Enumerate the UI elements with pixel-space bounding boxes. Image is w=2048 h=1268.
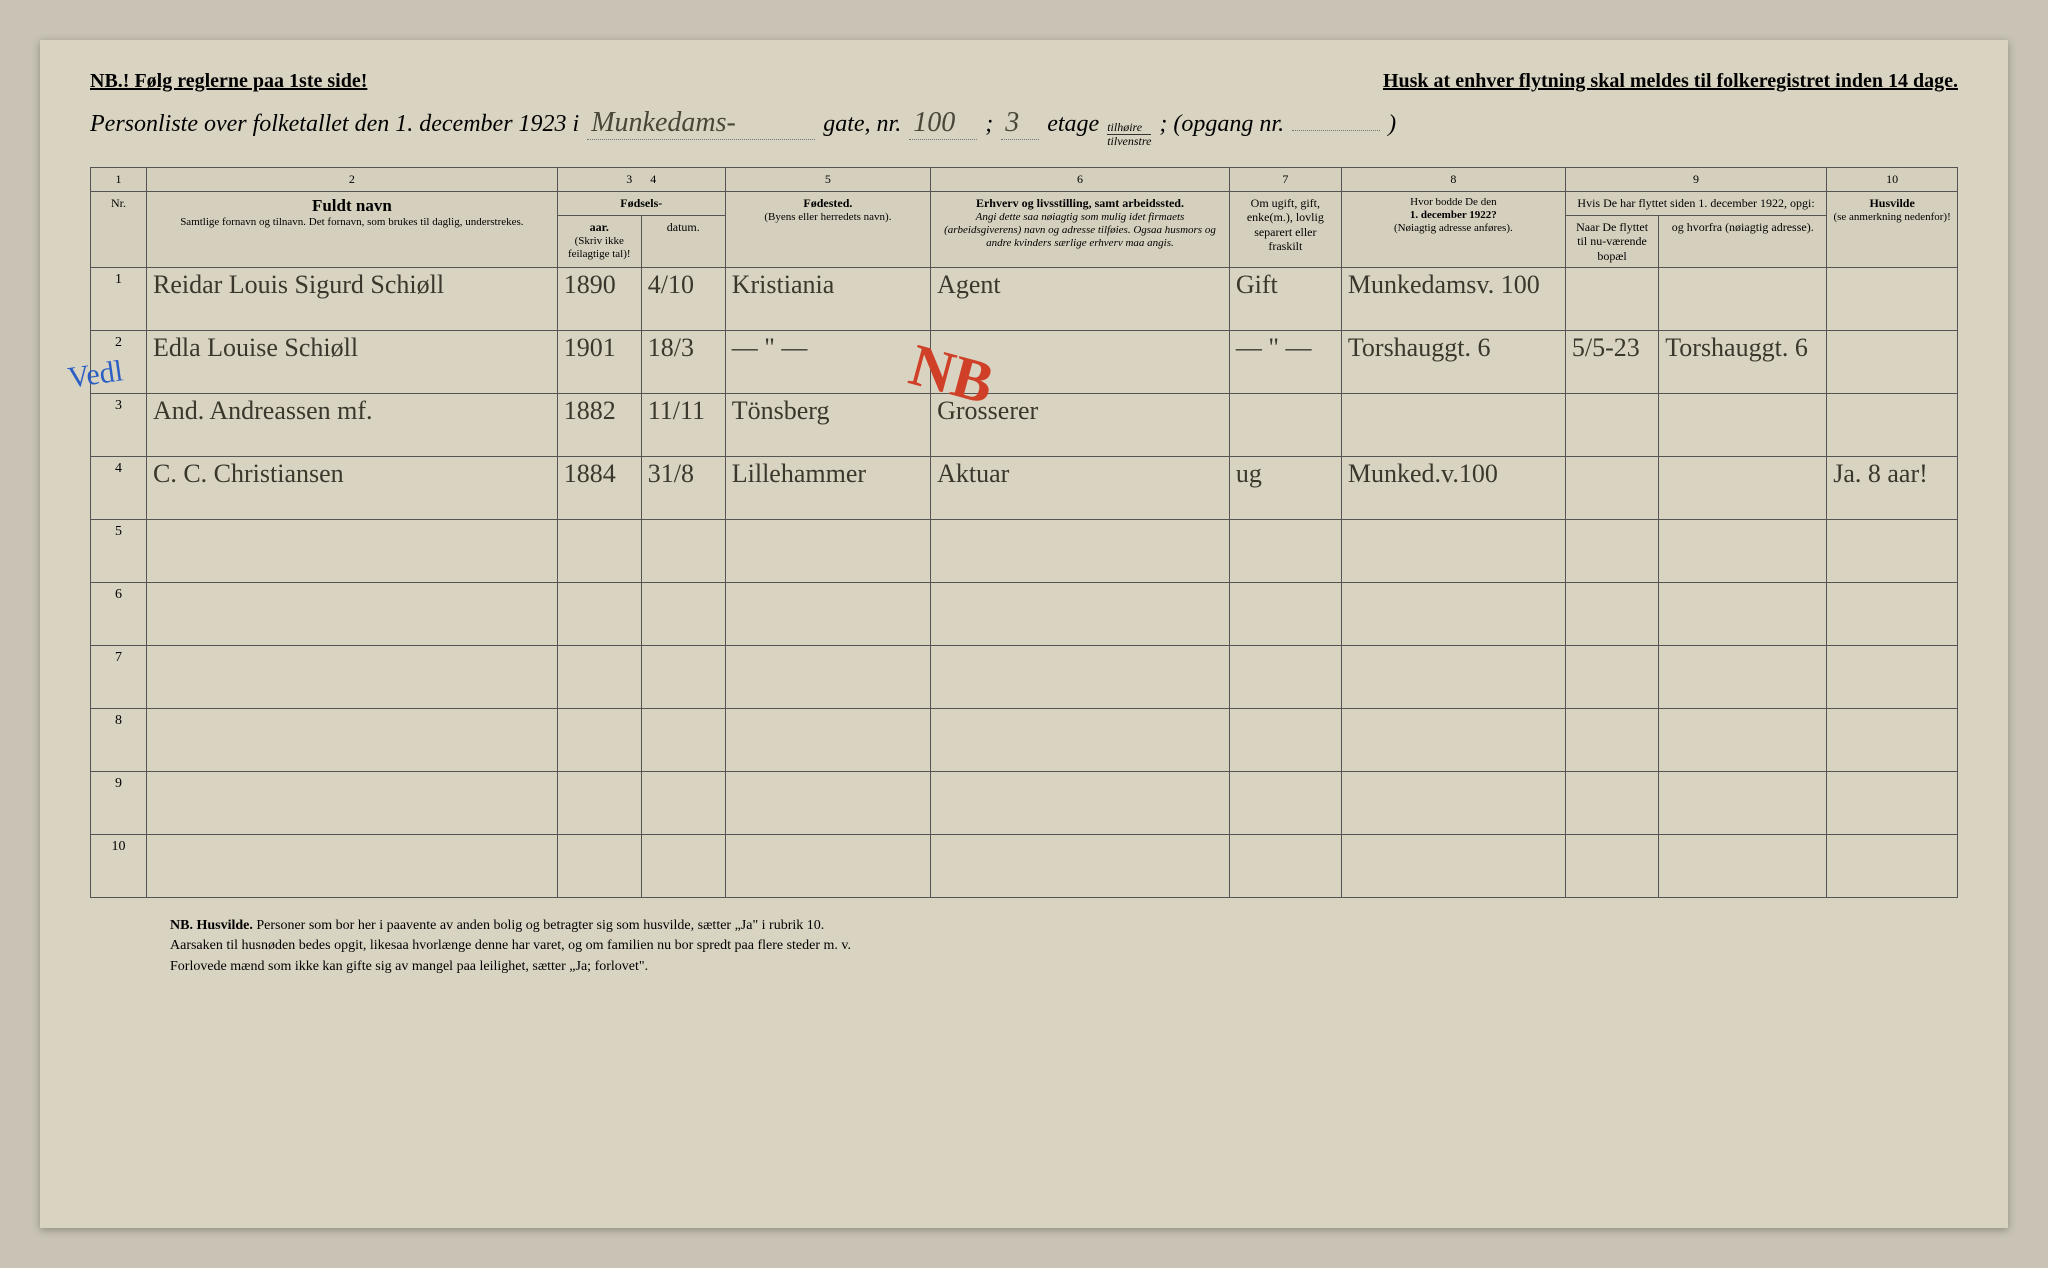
- col-flyttet: Hvis De har flyttet siden 1. december 19…: [1565, 192, 1826, 216]
- col-erhverv: Erhverv og livsstilling, samt arbeidsste…: [931, 192, 1230, 268]
- census-table: 1 2 3 4 5 6 7 8 9 10 Nr. Fuldt navn Samt…: [90, 167, 1958, 898]
- col-fodsels: Fødsels-: [557, 192, 725, 216]
- table-row: 1Reidar Louis Sigurd Schiøll18904/10Kris…: [91, 268, 1958, 331]
- nb-left: NB.! Følg reglerne paa 1ste side!: [90, 70, 367, 93]
- col-fodested: Fødested. (Byens eller herredets navn).: [725, 192, 930, 268]
- col-aar: aar. (Skriv ikke feilagtige tal)!: [557, 216, 641, 268]
- gate-label: gate, nr.: [823, 111, 901, 138]
- footnote: NB. Husvilde. Personer som bor her i paa…: [90, 916, 1958, 977]
- header-lead: Personliste over folketallet den 1. dece…: [90, 111, 579, 138]
- table-row: 10: [91, 835, 1958, 898]
- table-row: 5: [91, 520, 1958, 583]
- side-fraction: tilhøire tilvenstre: [1107, 121, 1151, 147]
- street-field: Munkedams-: [587, 107, 815, 140]
- table-row: 8: [91, 709, 1958, 772]
- table-head: 1 2 3 4 5 6 7 8 9 10 Nr. Fuldt navn Samt…: [91, 168, 1958, 268]
- table-row: 7: [91, 646, 1958, 709]
- table-row: 4C. C. Christiansen188431/8LillehammerAk…: [91, 457, 1958, 520]
- col-datum: datum.: [641, 216, 725, 268]
- col-hvorfra: og hvorfra (nøiagtig adresse).: [1659, 216, 1827, 268]
- table-row: 9: [91, 772, 1958, 835]
- col-bodde: Hvor bodde De den 1. december 1922? (Nøi…: [1341, 192, 1565, 268]
- col-nr: Nr.: [91, 192, 147, 268]
- opgang-field: [1292, 130, 1380, 131]
- etage-label: etage: [1047, 111, 1099, 138]
- etage-field: 3: [1001, 107, 1039, 140]
- table-row: 6: [91, 583, 1958, 646]
- col-navn: Fuldt navn Samtlige fornavn og tilnavn. …: [147, 192, 558, 268]
- opgang-label: ; (opgang nr.: [1159, 111, 1284, 138]
- table-row: 2Edla Louise Schiøll190118/3— " —— " —To…: [91, 331, 1958, 394]
- table-body: 1Reidar Louis Sigurd Schiøll18904/10Kris…: [91, 268, 1958, 898]
- top-instructions: NB.! Følg reglerne paa 1ste side! Husk a…: [90, 70, 1958, 93]
- census-sheet: Vedl NB NB.! Følg reglerne paa 1ste side…: [40, 40, 2008, 1228]
- col-husvilde: Husvilde (se anmerkning nedenfor)!: [1827, 192, 1958, 268]
- table-row: 3And. Andreassen mf.188211/11TönsbergGro…: [91, 394, 1958, 457]
- header-line: Personliste over folketallet den 1. dece…: [90, 107, 1958, 147]
- col-status: Om ugift, gift, enke(m.), lovlig separer…: [1229, 192, 1341, 268]
- nr-field: 100: [909, 107, 977, 140]
- nb-right: Husk at enhver flytning skal meldes til …: [1383, 70, 1958, 93]
- col-naar: Naar De flyttet til nu-værende bopæl: [1565, 216, 1658, 268]
